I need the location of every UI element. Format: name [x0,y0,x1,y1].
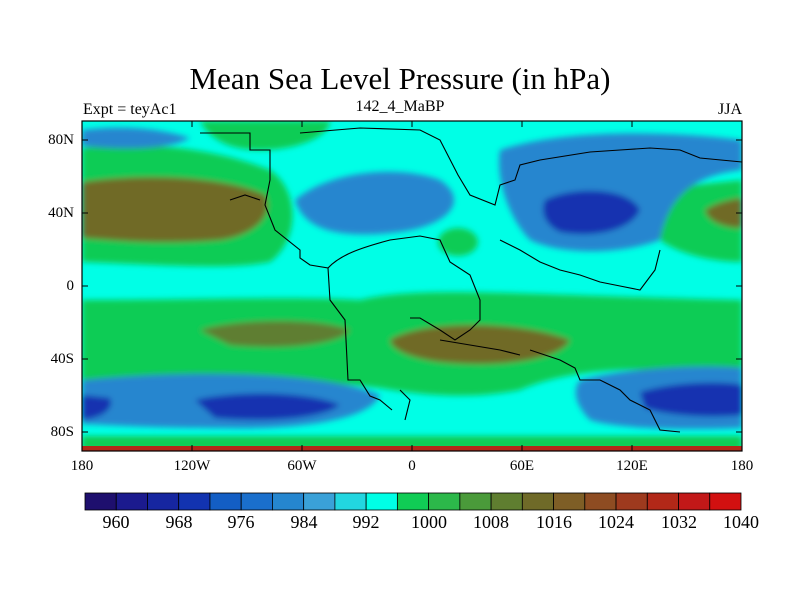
colorbar-box-5 [240,492,273,511]
south-indian-high [390,325,570,364]
north-america-low [295,171,455,235]
south-pacific-high [200,321,350,347]
colorbar-box-15 [553,492,586,511]
colorbar-label-1000: 1000 [411,512,447,532]
americas-west-coast [200,132,393,411]
colorbar-label-992: 992 [352,512,380,532]
colorbar-box-8 [334,492,367,511]
colorbar-box-4 [209,492,242,511]
colorbar-box-19 [678,492,711,511]
xtick-label-180e: 180 [730,458,754,474]
colorbar-label-1040: 1040 [723,512,759,532]
africa-coast [327,235,481,341]
west-pacific-green [655,180,742,262]
xtick-label-60e: 60E [509,458,535,474]
colorbar-box-0 [84,492,117,511]
colorbar-label-1032: 1032 [661,512,697,532]
colorbar-box-1 [115,492,148,511]
ytick-label-40s: 40S [50,351,74,367]
eurasia-north-coast [299,127,742,206]
colorbar-box-20 [709,492,742,511]
colorbar-box-13 [490,492,523,511]
arctic-low [82,127,190,149]
north-pacific-high [82,177,268,243]
colorbar-box-9 [365,492,398,511]
colorbar-box-3 [178,492,211,511]
southern-low-west-core [195,393,340,420]
xtick-label-0: 0 [408,458,416,474]
south-america-tip [399,389,411,421]
africa-green-patch [438,228,478,256]
colorbar-box-17 [615,492,648,511]
colorbar-box-16 [584,492,617,511]
colorbar-label-984: 984 [290,512,318,532]
colorbar-box-6 [272,492,305,511]
ytick-label-0: 0 [66,278,75,294]
period-label: 142_4_MaBP [355,98,445,115]
experiment-label: Expt = teyAc1 [83,101,177,118]
asian-low-core [543,190,640,235]
north-america-inner-coast [229,194,261,201]
ytick-label-80n: 80N [48,132,74,148]
southern-low-east-core [640,382,742,417]
colorbar-label-1016: 1016 [536,512,572,532]
south-asia-coast [499,239,661,291]
colorbar-box-11 [428,492,461,511]
east-edge-high [705,198,742,228]
pressure-field [82,121,742,451]
colorbar-box-2 [147,492,180,511]
colorbar-box-7 [303,492,336,511]
axis-ticks [82,121,742,451]
colorbar-label-968: 968 [165,512,193,532]
colorbar-label-1024: 1024 [598,512,634,532]
colorbar-label-960: 960 [102,512,130,532]
coastlines [200,127,742,433]
plot-title: Mean Sea Level Pressure (in hPa) [189,61,611,96]
xtick-label-60w: 60W [287,458,317,474]
arctic-green [200,121,330,150]
ytick-label-40n: 40N [48,205,74,221]
colorbar-box-12 [459,492,492,511]
season-label: JJA [717,101,742,118]
colorbar-label-1008: 1008 [473,512,509,532]
xtick-label-120w: 120W [173,458,211,474]
australia-coast [529,349,681,433]
colorbar-box-18 [646,492,679,511]
colorbar-box-10 [396,492,430,511]
colorbar-label-976: 976 [227,512,255,532]
ytick-label-80s: 80S [50,424,74,440]
xtick-label-180w: 180 [70,458,94,474]
colorbar-box-14 [521,492,554,511]
southern-low-edge [82,395,111,420]
madagascar-coast [439,339,521,356]
xtick-label-120e: 120E [616,458,648,474]
colorbar [84,492,742,511]
